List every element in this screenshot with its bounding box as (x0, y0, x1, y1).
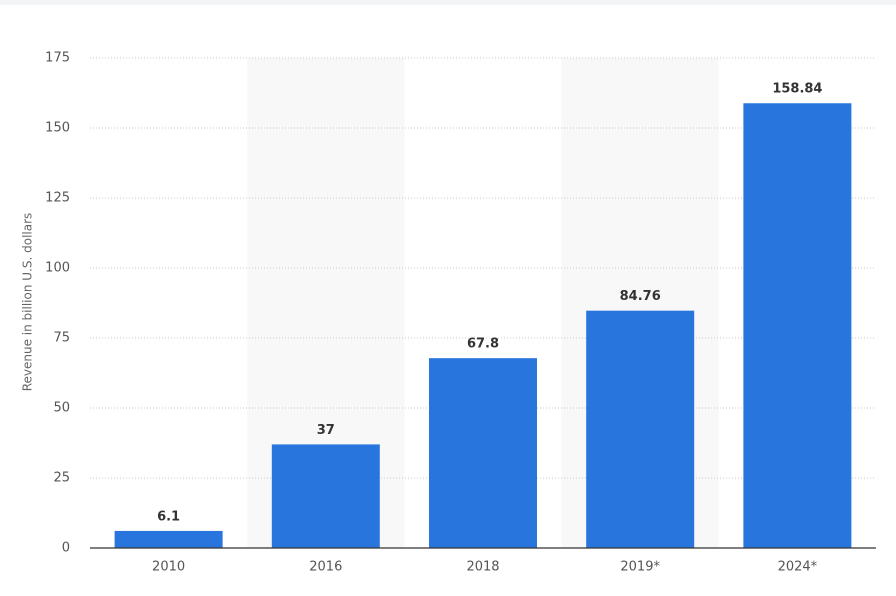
y-tick-label: 175 (45, 51, 70, 66)
y-tick-label: 75 (53, 331, 70, 346)
bar (271, 444, 380, 548)
y-tick-label: 0 (62, 541, 70, 556)
x-tick-label: 2018 (466, 560, 499, 575)
value-label: 6.1 (157, 509, 180, 524)
bar (114, 530, 223, 548)
bar (429, 358, 537, 548)
bar (743, 103, 852, 549)
y-tick-label: 125 (45, 191, 70, 206)
x-tick-label: 2010 (152, 560, 185, 575)
x-tick-label: 2019* (620, 560, 660, 575)
value-label: 158.84 (772, 82, 822, 97)
bar (586, 310, 695, 548)
value-label: 37 (317, 423, 335, 438)
y-tick-label: 100 (45, 261, 70, 276)
x-tick-label: 2024* (778, 560, 818, 575)
y-tick-label: 25 (53, 471, 70, 486)
y-tick-label: 50 (53, 401, 70, 416)
value-label: 84.76 (620, 289, 661, 304)
value-label: 67.8 (467, 337, 499, 352)
y-axis-label: Revenue in billion U.S. dollars (21, 213, 35, 392)
top-strip (0, 0, 896, 5)
y-tick-label: 150 (45, 121, 70, 136)
x-tick-label: 2016 (309, 560, 342, 575)
